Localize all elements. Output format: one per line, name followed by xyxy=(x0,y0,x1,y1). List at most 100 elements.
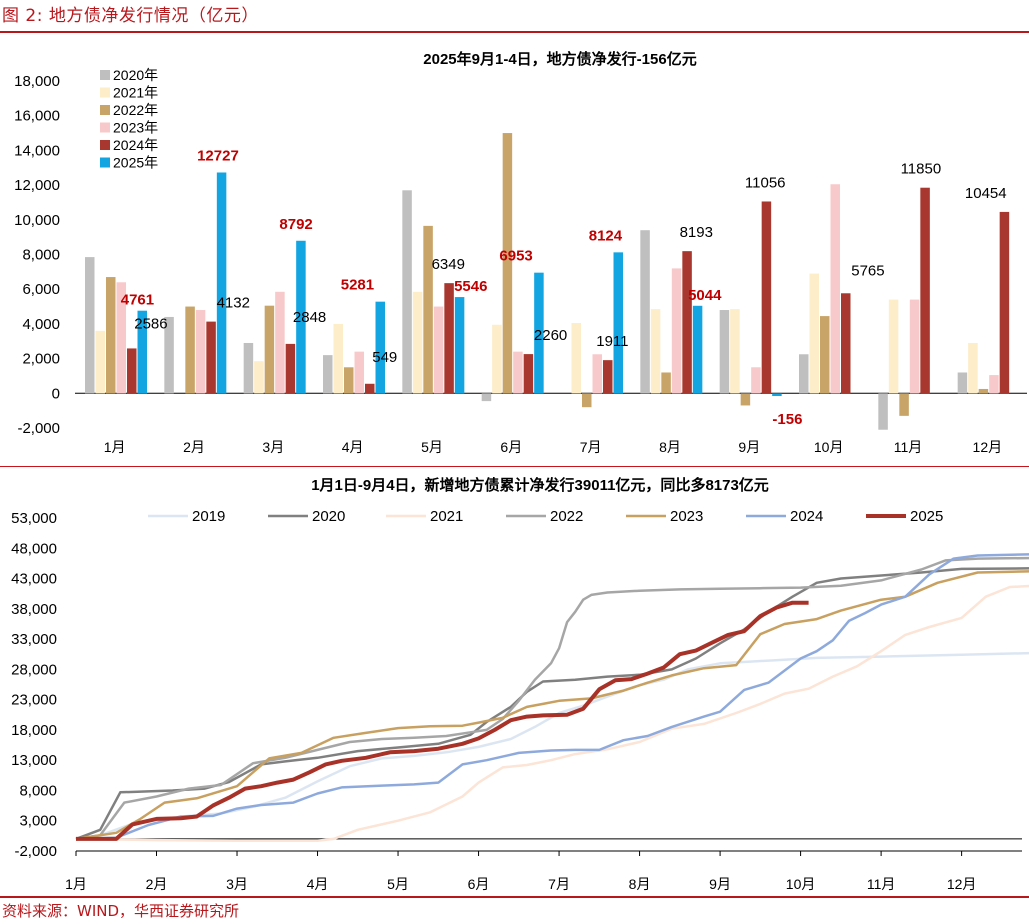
bar-label-2025: 8792 xyxy=(279,216,312,233)
bar-2023年-6月 xyxy=(513,351,523,394)
bar-2023年-10月 xyxy=(830,184,840,394)
bar-x-tick-label: 8月 xyxy=(659,439,681,455)
line-y-tick-label: 18,000 xyxy=(11,722,57,739)
bar-legend-swatch xyxy=(100,70,110,80)
bar-2023年-5月 xyxy=(433,306,444,394)
bar-2023年-9月 xyxy=(751,367,761,394)
bar-2024年-4月 xyxy=(365,383,375,394)
bar-2024年-8月 xyxy=(682,251,692,394)
bar-2022年-6月 xyxy=(502,133,513,394)
top-divider xyxy=(0,31,1029,33)
bar-2020年-4月 xyxy=(323,355,333,394)
bar-2022年-12月 xyxy=(978,388,989,394)
bar-2020年-1月 xyxy=(85,257,95,394)
bar-label-2024: 11850 xyxy=(901,161,942,178)
bar-2024年-9月 xyxy=(761,201,772,394)
net-issuance-bar-chart: 2025年9月1-4日，地方债净发行-156亿元 -2,000 0 2,000 4,00… xyxy=(14,50,1027,455)
bar-x-tick-label: 7月 xyxy=(580,439,602,455)
bar-y-tick-label: 8,000 xyxy=(22,247,60,264)
line-y-tick-label: 23,000 xyxy=(11,692,57,709)
bar-x-tick-label: 1月 xyxy=(104,439,126,455)
bar-2021年-5月 xyxy=(412,291,423,394)
bar-y-tick-label: 14,000 xyxy=(14,142,60,159)
bar-2020年-2月 xyxy=(164,316,174,394)
bar-2022年-2月 xyxy=(185,306,195,394)
line-legend-label: 2025 xyxy=(910,508,943,525)
bar-legend-swatch xyxy=(100,105,110,115)
source-note: 资料来源：WIND，华西证券研究所 xyxy=(2,902,240,920)
bar-legend-swatch xyxy=(100,140,110,150)
bar-2021年-4月 xyxy=(333,323,343,394)
bar-2021年-9月 xyxy=(730,309,740,394)
bar-2025年-9月 xyxy=(772,393,782,397)
bar-2024年-10月 xyxy=(841,293,851,394)
line-x-tick-label: 5月 xyxy=(387,876,409,892)
bar-2023年-12月 xyxy=(989,375,999,394)
bar-2025年-2月 xyxy=(216,172,227,394)
bar-y-tick-label: 10,000 xyxy=(14,212,60,229)
bar-2025年-5月 xyxy=(454,297,465,394)
bar-y-tick-label: -2,000 xyxy=(17,420,60,437)
bar-2022年-9月 xyxy=(740,393,751,406)
bar-label-2025: 8124 xyxy=(589,227,623,244)
bar-label-2025: 12727 xyxy=(197,147,239,164)
bar-2024年-12月 xyxy=(999,211,1010,394)
bar-2025年-8月 xyxy=(692,305,703,394)
line-legend-label: 2024 xyxy=(790,508,823,525)
bar-label-2024: 6349 xyxy=(432,256,465,273)
bar-2021年-6月 xyxy=(492,324,502,394)
bar-2020年-11月 xyxy=(878,393,888,430)
bar-2024年-5月 xyxy=(444,283,454,394)
line-x-tick-label: 11月 xyxy=(867,876,896,892)
bar-2020年-5月 xyxy=(402,190,412,394)
bar-label-2024: 11056 xyxy=(745,174,786,191)
bar-2024年-7月 xyxy=(603,360,613,394)
bar-legend-swatch xyxy=(100,157,110,168)
bar-x-tick-label: 3月 xyxy=(262,439,284,455)
line-x-tick-label: 4月 xyxy=(307,876,329,892)
line-series-2024 xyxy=(75,553,1029,841)
bar-2023年-3月 xyxy=(275,291,285,394)
bar-y-tick-label: 0 xyxy=(52,385,60,402)
bar-label-2024: 2848 xyxy=(293,309,326,326)
bar-label-2024: 2260 xyxy=(534,327,567,344)
line-y-tick-label: 38,000 xyxy=(11,601,57,618)
bar-2022年-10月 xyxy=(820,316,830,394)
bar-2022年-3月 xyxy=(264,305,275,394)
bar-x-tick-label: 9月 xyxy=(738,439,760,455)
bar-2022年-7月 xyxy=(582,393,592,408)
bar-2020年-10月 xyxy=(799,354,809,394)
line-y-tick-label: 48,000 xyxy=(11,540,57,557)
bar-2024年-11月 xyxy=(920,187,930,394)
bar-2024年-2月 xyxy=(206,321,216,394)
line-x-tick-label: 8月 xyxy=(629,876,651,892)
bar-2020年-3月 xyxy=(243,342,254,394)
line-series-2021 xyxy=(75,584,1029,842)
bar-2023年-11月 xyxy=(909,299,920,394)
bar-2023年-1月 xyxy=(116,282,126,394)
bar-2021年-10月 xyxy=(809,273,819,394)
line-series-2019 xyxy=(75,651,1029,841)
line-y-tick-label: 53,000 xyxy=(11,510,57,527)
line-y-tick-label: 8,000 xyxy=(19,782,57,799)
bar-2023年-4月 xyxy=(354,351,364,394)
bar-2023年-2月 xyxy=(195,310,206,394)
bar-2022年-8月 xyxy=(661,372,671,394)
bar-2025年-3月 xyxy=(296,240,306,394)
bar-y-tick-label: 6,000 xyxy=(22,281,60,298)
line-chart-title: 1月1日-9月4日，新增地方债累计净发行39011亿元，同比多8173亿元 xyxy=(311,476,769,494)
bar-x-tick-label: 4月 xyxy=(342,439,364,455)
bar-x-tick-label: 6月 xyxy=(500,439,522,455)
bar-label-2024: 10454 xyxy=(965,185,1007,202)
middle-divider xyxy=(0,466,1029,467)
bar-y-tick-label: 2,000 xyxy=(22,351,60,368)
bar-legend-swatch xyxy=(100,87,110,98)
line-series-2020 xyxy=(75,567,1029,841)
bar-2020年-12月 xyxy=(957,372,968,394)
line-legend-label: 2023 xyxy=(670,508,703,525)
figure-title: 图 2: 地方债净发行情况（亿元） xyxy=(2,6,259,26)
line-y-tick-label: -2,000 xyxy=(14,843,57,860)
bar-2021年-1月 xyxy=(95,330,105,394)
bar-label-2024: 4132 xyxy=(217,295,250,312)
line-y-tick-label: 43,000 xyxy=(11,571,57,588)
